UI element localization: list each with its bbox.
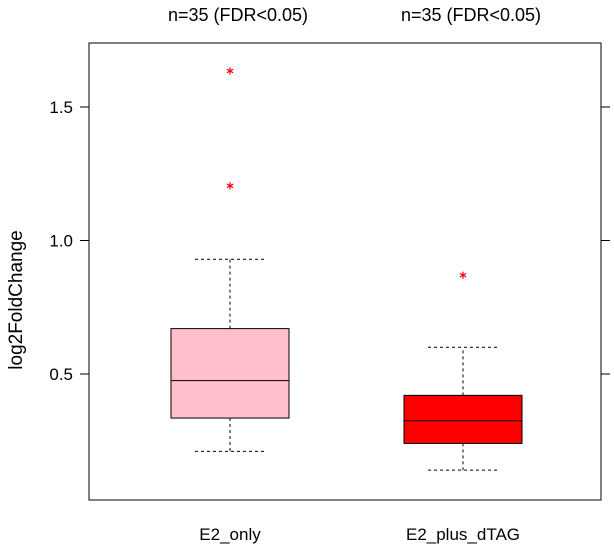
outlier-stroke [226, 68, 234, 74]
axis-layer [80, 42, 610, 501]
box-layer [170, 67, 523, 471]
outlier-point [459, 271, 467, 279]
x-category-label: E2_plus_dTAG [406, 525, 520, 544]
outlier-stroke [459, 272, 467, 278]
y-axis-label: log2FoldChange [6, 230, 27, 369]
top-count-label: n=35 (FDR<0.05) [401, 5, 541, 25]
top-count-label: n=35 (FDR<0.05) [168, 5, 308, 25]
iqr-box [403, 394, 523, 444]
box-E2_plus_dTAG [403, 271, 523, 471]
label-layer: log2FoldChange 0.5 1.0 1.5 E2_only n=35 (FDR… [6, 5, 541, 544]
iqr-box [170, 328, 290, 419]
outlier-point [226, 182, 234, 190]
y-tick-label: 1.5 [49, 98, 73, 117]
x-category-label: E2_only [199, 525, 261, 544]
box-E2_only [170, 67, 290, 452]
y-tick-label: 0.5 [49, 365, 73, 384]
outlier-point [226, 67, 234, 75]
plot-frame [88, 42, 602, 501]
y-tick-label: 1.0 [49, 232, 73, 251]
outlier-stroke [226, 183, 234, 189]
